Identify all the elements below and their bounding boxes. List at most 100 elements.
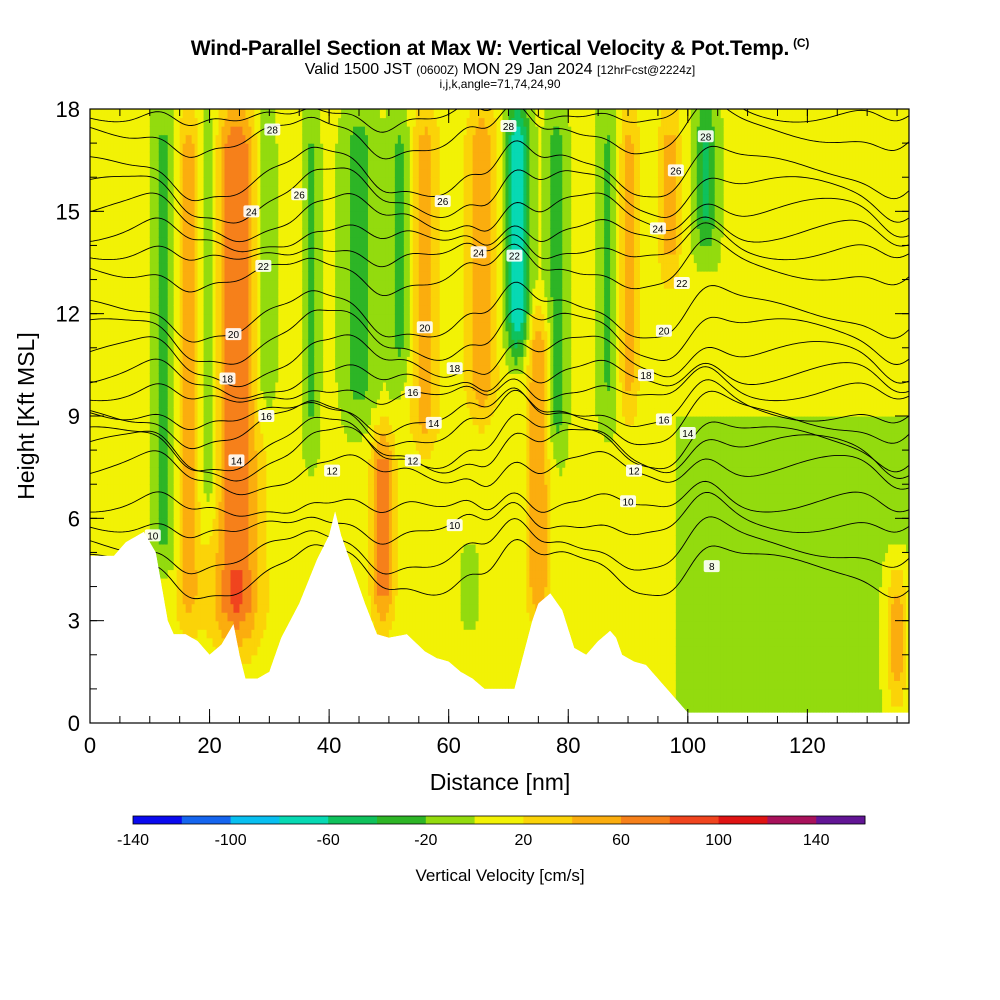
field-cell	[107, 236, 112, 247]
field-cell	[107, 134, 112, 144]
field-cell	[92, 109, 97, 119]
field-cell	[116, 398, 121, 409]
field-cell	[122, 475, 127, 485]
field-cell	[98, 390, 103, 400]
field-cell	[116, 356, 121, 366]
field-cell	[104, 143, 109, 153]
field-cell	[137, 433, 142, 443]
field-cell	[128, 381, 133, 392]
field-cell	[140, 160, 145, 170]
field-cell	[116, 194, 121, 204]
field-cell	[90, 279, 94, 289]
field-cell	[143, 288, 148, 298]
field-cell	[140, 134, 145, 144]
field-cell	[143, 347, 148, 357]
field-cell	[143, 330, 148, 340]
field-cell	[90, 185, 94, 195]
field-cell	[140, 433, 145, 443]
field-cell	[95, 467, 100, 477]
field-cell	[119, 134, 124, 144]
field-cell	[98, 236, 103, 247]
field-cell	[122, 347, 127, 357]
field-cell	[116, 373, 121, 383]
field-cell	[92, 288, 97, 298]
field-cell	[95, 305, 100, 315]
field-cell	[110, 407, 115, 417]
field-cell	[107, 433, 112, 443]
field-cell	[92, 501, 97, 511]
field-cell	[137, 492, 142, 502]
field-cell	[131, 194, 136, 204]
field-cell	[137, 134, 142, 144]
field-cell	[134, 339, 139, 349]
field-cell	[140, 441, 145, 451]
field-cell	[113, 364, 118, 374]
field-cell	[113, 143, 118, 153]
field-cell	[125, 381, 130, 392]
field-cell	[110, 288, 115, 298]
field-cell	[143, 441, 148, 451]
field-cell	[90, 467, 94, 477]
field-cell	[98, 177, 103, 187]
field-cell	[134, 441, 139, 451]
field-cell	[128, 347, 133, 357]
field-cell	[110, 322, 115, 332]
field-cell	[92, 416, 97, 426]
field-cell	[107, 245, 112, 255]
field-cell	[113, 501, 118, 511]
field-cell	[122, 143, 127, 153]
field-cell	[143, 501, 148, 511]
field-cell	[134, 390, 139, 400]
field-cell	[90, 509, 94, 519]
field-cell	[125, 356, 130, 366]
field-cell	[137, 279, 142, 289]
field-cell	[143, 194, 148, 204]
field-cell	[122, 134, 127, 144]
field-cell	[107, 467, 112, 477]
field-cell	[113, 322, 118, 332]
field-cell	[116, 262, 121, 272]
field-cell	[143, 236, 148, 247]
field-cell	[107, 543, 112, 554]
field-cell	[98, 433, 103, 443]
field-cell	[119, 271, 124, 281]
field-cell	[131, 492, 136, 502]
field-cell	[128, 416, 133, 426]
field-cell	[119, 288, 124, 298]
field-cell	[140, 177, 145, 187]
field-cell	[131, 202, 136, 212]
field-cell	[95, 134, 100, 144]
field-cell	[122, 228, 127, 238]
field-cell	[140, 143, 145, 153]
field-cell	[125, 253, 130, 264]
field-cell	[95, 390, 100, 400]
field-cell	[90, 339, 94, 349]
field-cell	[134, 450, 139, 460]
field-cell	[122, 279, 127, 289]
field-cell	[92, 322, 97, 332]
field-cell	[101, 228, 106, 238]
field-cell	[95, 168, 100, 178]
field-cell	[101, 339, 106, 349]
field-cell	[113, 330, 118, 340]
field-cell	[113, 253, 118, 264]
field-cell	[143, 228, 148, 238]
field-cell	[107, 219, 112, 229]
field-cell	[119, 109, 124, 119]
field-cell	[95, 202, 100, 212]
field-cell	[113, 160, 118, 170]
field-cell	[131, 168, 136, 178]
field-cell	[131, 134, 136, 144]
field-cell	[98, 271, 103, 281]
field-cell	[92, 509, 97, 519]
field-cell	[131, 219, 136, 229]
field-cell	[131, 288, 136, 298]
field-cell	[113, 109, 118, 119]
field-cell	[110, 373, 115, 383]
field-cell	[92, 211, 97, 221]
field-cell	[92, 373, 97, 383]
field-cell	[140, 228, 145, 238]
field-cell	[122, 177, 127, 187]
field-cell	[104, 305, 109, 315]
field-cell	[125, 245, 130, 255]
